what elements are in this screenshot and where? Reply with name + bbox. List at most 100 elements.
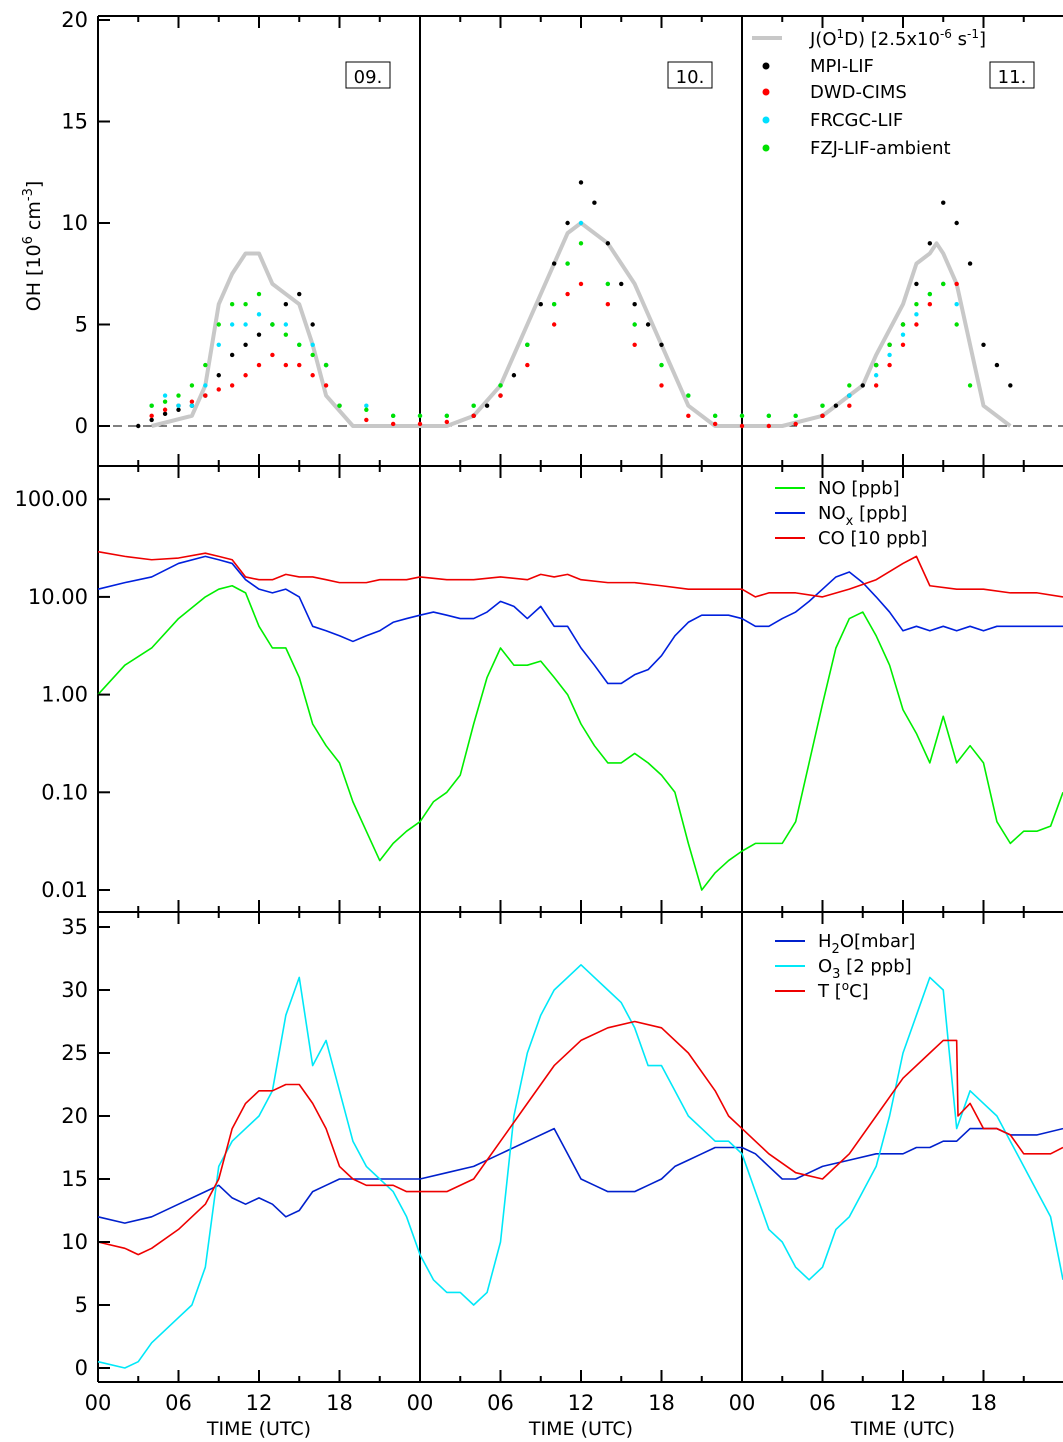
oh-point-mpi-lif [297, 291, 302, 297]
oh-point-fzj-lif-ambient [162, 399, 168, 404]
xtick-label: 06 [809, 1391, 836, 1415]
oh-point-frcgc-lif [847, 393, 852, 398]
oh-point-dwd-cims [847, 403, 852, 408]
oh-point-dwd-cims [739, 423, 745, 429]
x-axis-label: TIME (UTC) [850, 1418, 955, 1440]
oh-point-fzj-lif-ambient [927, 291, 933, 297]
xtick-label: 00 [407, 1391, 434, 1415]
xtick-label: 18 [970, 1391, 997, 1415]
oh-point-fzj-lif-ambient [243, 302, 248, 307]
met-series-line [97, 1127, 1063, 1224]
oh-point-mpi-lif [565, 220, 570, 226]
oh-point-fzj-lif-ambient [471, 403, 476, 408]
oh-point-fzj-lif-ambient [941, 281, 946, 287]
oh-point-dwd-cims [927, 302, 933, 307]
oh-point-mpi-lif [833, 403, 839, 408]
oh-point-mpi-lif [994, 362, 1000, 368]
legend-label-o3: O3 [2 ppb] [818, 956, 912, 982]
oh-point-fzj-lif-ambient [203, 362, 208, 368]
met-ytick-label: 5 [75, 1293, 88, 1317]
oh-point-mpi-lif [538, 302, 543, 307]
oh-point-fzj-lif-ambient [632, 322, 637, 327]
oh-point-mpi-lif [149, 417, 154, 423]
oh-point-frcgc-lif [162, 393, 168, 398]
nox-series-line [97, 550, 1063, 598]
day-label: 10. [676, 67, 705, 88]
x-axis-label: TIME (UTC) [206, 1418, 311, 1440]
oh-point-mpi-lif [578, 180, 584, 185]
oh-legend: J(O1D) [2.5x10-6 s-1] MPI-LIF DWD-CIMS F… [752, 27, 986, 159]
oh-point-frcgc-lif [578, 220, 584, 226]
oh-point-dwd-cims [793, 421, 798, 427]
log-ytick-label: 0.10 [41, 780, 88, 804]
oh-point-dwd-cims [203, 393, 208, 398]
met-series-line [97, 963, 1063, 1369]
oh-point-mpi-lif [592, 200, 597, 205]
oh-point-frcgc-lif [243, 322, 248, 327]
oh-point-dwd-cims [162, 407, 168, 412]
oh-point-fzj-lif-ambient [847, 383, 852, 388]
xtick-label: 06 [165, 1391, 192, 1415]
xtick-label: 06 [487, 1391, 514, 1415]
day-label: 09. [354, 67, 383, 88]
oh-point-fzj-lif-ambient [310, 352, 315, 358]
oh-point-dwd-cims [659, 383, 664, 388]
legend-marker-mpi-lif [762, 62, 770, 70]
oh-y-axis-label: OH [106 cm-3] [21, 181, 45, 312]
oh-point-dwd-cims [873, 383, 879, 388]
oh-point-dwd-cims [578, 281, 584, 287]
oh-point-frcgc-lif [176, 403, 181, 408]
oh-point-fzj-lif-ambient [364, 407, 369, 412]
ticks-layer: 051015200.010.101.0010.00100.00051015202… [15, 8, 1025, 1440]
legend-label-t: T [oC] [817, 979, 869, 1002]
oh-point-frcgc-lif [310, 342, 315, 347]
oh-point-dwd-cims [565, 291, 570, 297]
oh-point-fzj-lif-ambient [954, 322, 959, 327]
oh-point-frcgc-lif [256, 312, 262, 317]
oh-point-fzj-lif-ambient [337, 403, 342, 408]
oh-point-mpi-lif [967, 261, 973, 266]
x-axis-label: TIME (UTC) [528, 1418, 633, 1440]
oh-point-mpi-lif [1008, 383, 1013, 388]
log-ytick-label: 100.00 [15, 487, 88, 511]
oh-point-fzj-lif-ambient [766, 413, 772, 419]
day-label-box [667, 61, 713, 89]
legend-marker-frcgc-lif [762, 116, 770, 124]
oh-point-fzj-lif-ambient [176, 393, 181, 398]
oh-point-frcgc-lif [189, 403, 195, 408]
xtick-label: 18 [326, 1391, 353, 1415]
oh-point-fzj-lif-ambient [900, 322, 906, 327]
oh-point-fzj-lif-ambient [390, 413, 396, 419]
met-ytick-label: 25 [61, 1041, 88, 1065]
oh-point-dwd-cims [766, 423, 772, 429]
oh-point-mpi-lif [243, 342, 248, 347]
met-ytick-label: 10 [61, 1230, 88, 1254]
oh-point-fzj-lif-ambient [417, 413, 423, 419]
oh-point-frcgc-lif [283, 322, 289, 327]
oh-ytick-label: 10 [61, 211, 88, 235]
oh-point-frcgc-lif [914, 312, 919, 317]
xtick-label: 12 [890, 1391, 917, 1415]
legend-label-jo1d: J(O1D) [2.5x10-6 s-1] [809, 27, 986, 50]
oh-point-frcgc-lif [873, 373, 879, 378]
oh-ytick-label: 20 [61, 8, 88, 32]
legend-label-no: NO [ppb] [818, 478, 900, 499]
oh-point-frcgc-lif [229, 322, 235, 327]
oh-point-frcgc-lif [216, 342, 221, 347]
oh-point-frcgc-lif [203, 383, 208, 388]
oh-point-fzj-lif-ambient [686, 393, 691, 398]
oh-point-mpi-lif [484, 403, 490, 408]
series-layer [97, 180, 1063, 1369]
legend-label-frcgc-lif: FRCGC-LIF [810, 110, 903, 131]
oh-point-fzj-lif-ambient [283, 332, 289, 337]
oh-point-fzj-lif-ambient [578, 241, 584, 246]
oh-point-dwd-cims [887, 362, 892, 368]
nox-series-line [97, 555, 1063, 685]
oh-point-mpi-lif [283, 302, 289, 307]
xtick-label: 00 [85, 1391, 112, 1415]
oh-point-fzj-lif-ambient [149, 403, 154, 408]
oh-point-fzj-lif-ambient [216, 322, 221, 327]
oh-point-dwd-cims [686, 413, 691, 419]
legend-label-fzj-lif: FZJ-LIF-ambient [810, 138, 951, 159]
oh-point-dwd-cims [283, 362, 289, 368]
